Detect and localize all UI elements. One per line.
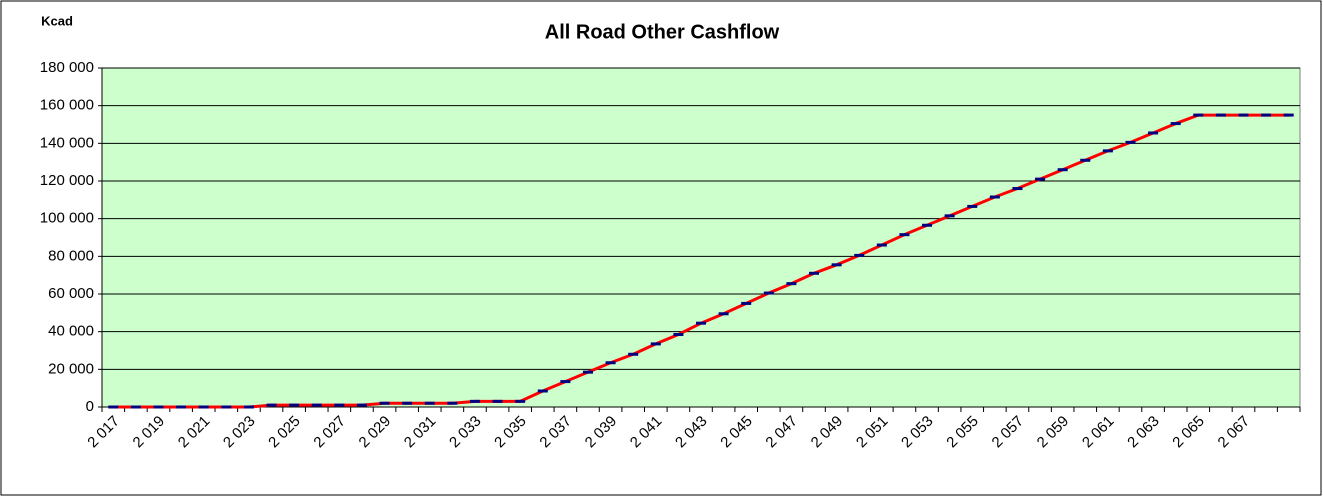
y-tick-label: 100 000 [40, 210, 94, 227]
y-tick-label: 140 000 [40, 134, 94, 151]
chart-title: All Road Other Cashflow [545, 21, 780, 43]
y-tick-label: 160 000 [40, 97, 94, 114]
y-tick-label: 0 [86, 398, 94, 415]
y-tick-label: 80 000 [48, 247, 94, 264]
plot-area [101, 67, 1301, 408]
y-tick-label: 180 000 [40, 59, 94, 76]
y-tick-label: 20 000 [48, 360, 94, 377]
y-tick-label: 40 000 [48, 323, 94, 340]
y-tick-label: 120 000 [40, 172, 94, 189]
y-tick-label: 60 000 [48, 285, 94, 302]
y-axis-label: Kcad [41, 13, 73, 28]
